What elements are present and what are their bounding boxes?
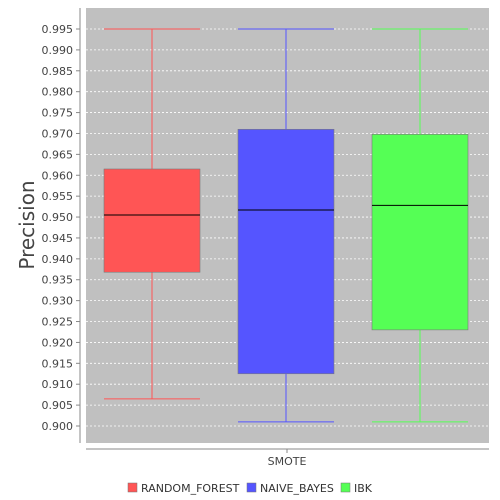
y-tick-label: 0.910 [42, 378, 74, 391]
box-iqr [371, 134, 469, 331]
y-tick-label: 0.935 [42, 274, 74, 287]
legend-swatch [340, 482, 351, 493]
legend-label: NAIVE_BAYES [260, 482, 334, 495]
box-ibk [371, 28, 469, 423]
box-naive-bayes [237, 28, 335, 423]
y-tick-label: 0.950 [42, 211, 74, 224]
y-tick-label: 0.915 [42, 357, 74, 370]
y-tick-label: 0.965 [42, 148, 74, 161]
legend-swatch [246, 482, 257, 493]
y-tick-label: 0.900 [42, 420, 74, 433]
y-tick-label: 0.945 [42, 232, 74, 245]
y-tick-label: 0.925 [42, 316, 74, 329]
y-tick-label: 0.980 [42, 86, 74, 99]
category-label: SMOTE [268, 455, 307, 468]
legend-label: IBK [354, 482, 373, 495]
y-tick-label: 0.940 [42, 253, 74, 266]
y-tick-label: 0.960 [42, 169, 74, 182]
legend-item: RANDOM_FOREST [127, 482, 240, 495]
y-axis-ticks: 0.900 0.905 0.910 0.915 0.920 0.925 0.930 0.935… [42, 23, 80, 433]
boxes [103, 28, 469, 423]
y-axis-title: Precision [15, 180, 39, 269]
y-tick-label: 0.905 [42, 399, 74, 412]
legend-swatch [127, 482, 138, 493]
legend-item: NAIVE_BAYES [246, 482, 334, 495]
y-tick-label: 0.920 [42, 336, 74, 349]
y-tick-label: 0.930 [42, 295, 74, 308]
box-iqr [103, 168, 201, 273]
y-tick-label: 0.970 [42, 127, 74, 140]
box-random-forest [103, 28, 201, 400]
y-tick-label: 0.995 [42, 23, 74, 36]
legend: RANDOM_FOREST NAIVE_BAYES IBK [127, 482, 373, 495]
y-tick-label: 0.955 [42, 190, 74, 203]
box-iqr [237, 128, 335, 375]
legend-label: RANDOM_FOREST [141, 482, 240, 495]
legend-item: IBK [340, 482, 373, 495]
y-tick-label: 0.985 [42, 65, 74, 78]
y-tick-label: 0.990 [42, 44, 74, 57]
y-tick-label: 0.975 [42, 107, 74, 120]
